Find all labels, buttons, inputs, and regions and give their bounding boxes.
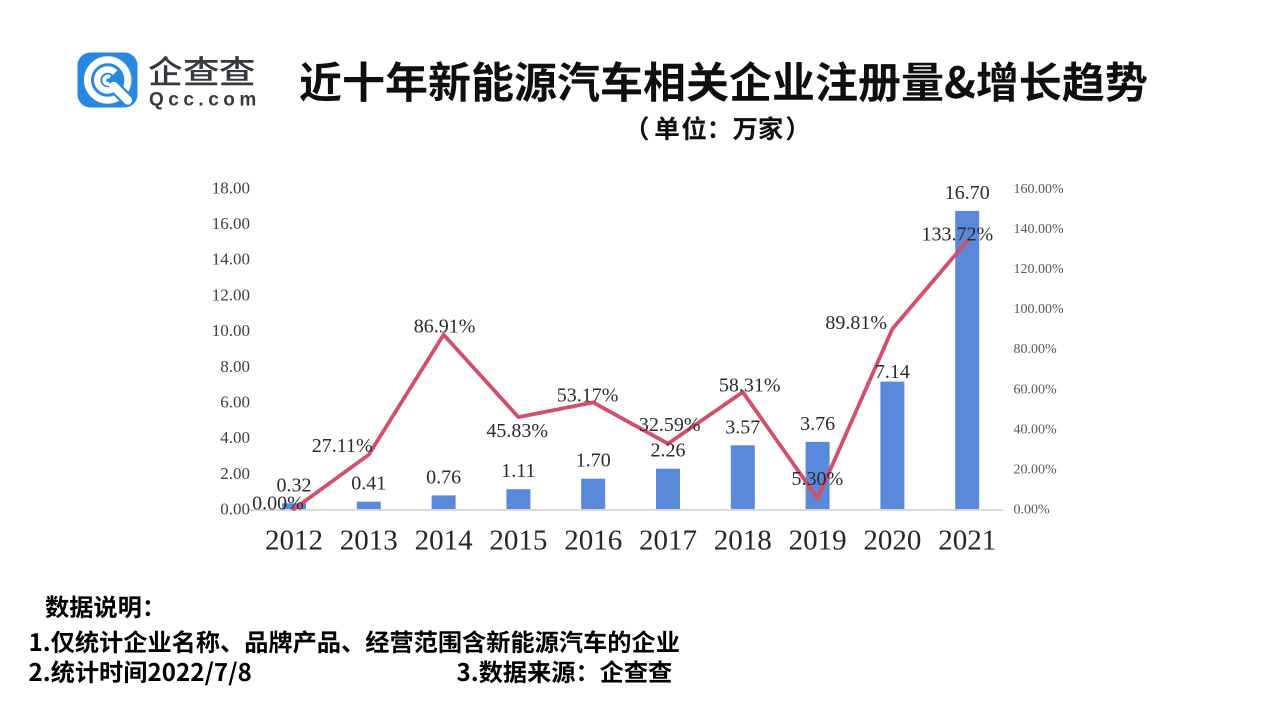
svg-text:2015: 2015: [489, 525, 547, 557]
svg-text:53.17%: 53.17%: [557, 384, 619, 406]
svg-text:2014: 2014: [415, 525, 474, 557]
svg-text:2013: 2013: [340, 525, 398, 557]
svg-text:0.41: 0.41: [351, 473, 386, 495]
svg-text:16.70: 16.70: [945, 182, 990, 204]
svg-text:2017: 2017: [639, 525, 697, 557]
svg-text:0.76: 0.76: [426, 466, 461, 488]
svg-text:0.00%: 0.00%: [1014, 503, 1051, 518]
svg-text:2020: 2020: [863, 525, 921, 557]
svg-text:60.00%: 60.00%: [1014, 382, 1058, 397]
svg-text:18.00: 18.00: [212, 178, 250, 197]
svg-text:89.81%: 89.81%: [825, 312, 887, 334]
svg-text:14.00: 14.00: [212, 250, 250, 269]
svg-text:5.30%: 5.30%: [791, 468, 843, 490]
svg-text:0.32: 0.32: [277, 474, 312, 496]
svg-text:2.00: 2.00: [220, 464, 250, 483]
svg-text:40.00%: 40.00%: [1014, 422, 1058, 437]
svg-text:12.00: 12.00: [212, 285, 250, 304]
svg-text:2.26: 2.26: [651, 440, 686, 462]
svg-text:0.00: 0.00: [220, 500, 250, 519]
svg-text:1.70: 1.70: [576, 450, 611, 472]
svg-text:1.11: 1.11: [501, 460, 535, 482]
svg-text:80.00%: 80.00%: [1014, 342, 1058, 357]
svg-text:10.00: 10.00: [212, 321, 250, 340]
svg-text:Qcc.com: Qcc.com: [149, 90, 261, 111]
svg-text:8.00: 8.00: [220, 357, 250, 376]
svg-text:140.00%: 140.00%: [1014, 222, 1065, 237]
svg-text:160.00%: 160.00%: [1014, 182, 1065, 197]
svg-text:45.83%: 45.83%: [486, 420, 548, 442]
svg-text:2021: 2021: [938, 525, 996, 557]
svg-text:6.00: 6.00: [220, 393, 250, 412]
svg-text:4.00: 4.00: [220, 428, 250, 447]
svg-text:7.14: 7.14: [875, 361, 910, 383]
svg-text:20.00%: 20.00%: [1014, 463, 1058, 478]
svg-text:133.72%: 133.72%: [921, 224, 993, 246]
svg-text:2019: 2019: [789, 525, 847, 557]
svg-text:2012: 2012: [265, 525, 323, 557]
svg-text:58.31%: 58.31%: [719, 375, 781, 397]
svg-text:120.00%: 120.00%: [1014, 262, 1065, 277]
svg-text:32.59%: 32.59%: [639, 414, 701, 436]
svg-text:100.00%: 100.00%: [1014, 302, 1065, 317]
svg-text:3.57: 3.57: [725, 416, 760, 438]
svg-text:2018: 2018: [714, 525, 772, 557]
svg-text:0.00%: 0.00%: [252, 493, 304, 515]
svg-text:2016: 2016: [564, 525, 622, 557]
svg-text:27.11%: 27.11%: [312, 435, 373, 457]
svg-text:16.00: 16.00: [212, 214, 250, 233]
svg-text:3.76: 3.76: [800, 413, 835, 435]
svg-text:86.91%: 86.91%: [414, 316, 476, 338]
